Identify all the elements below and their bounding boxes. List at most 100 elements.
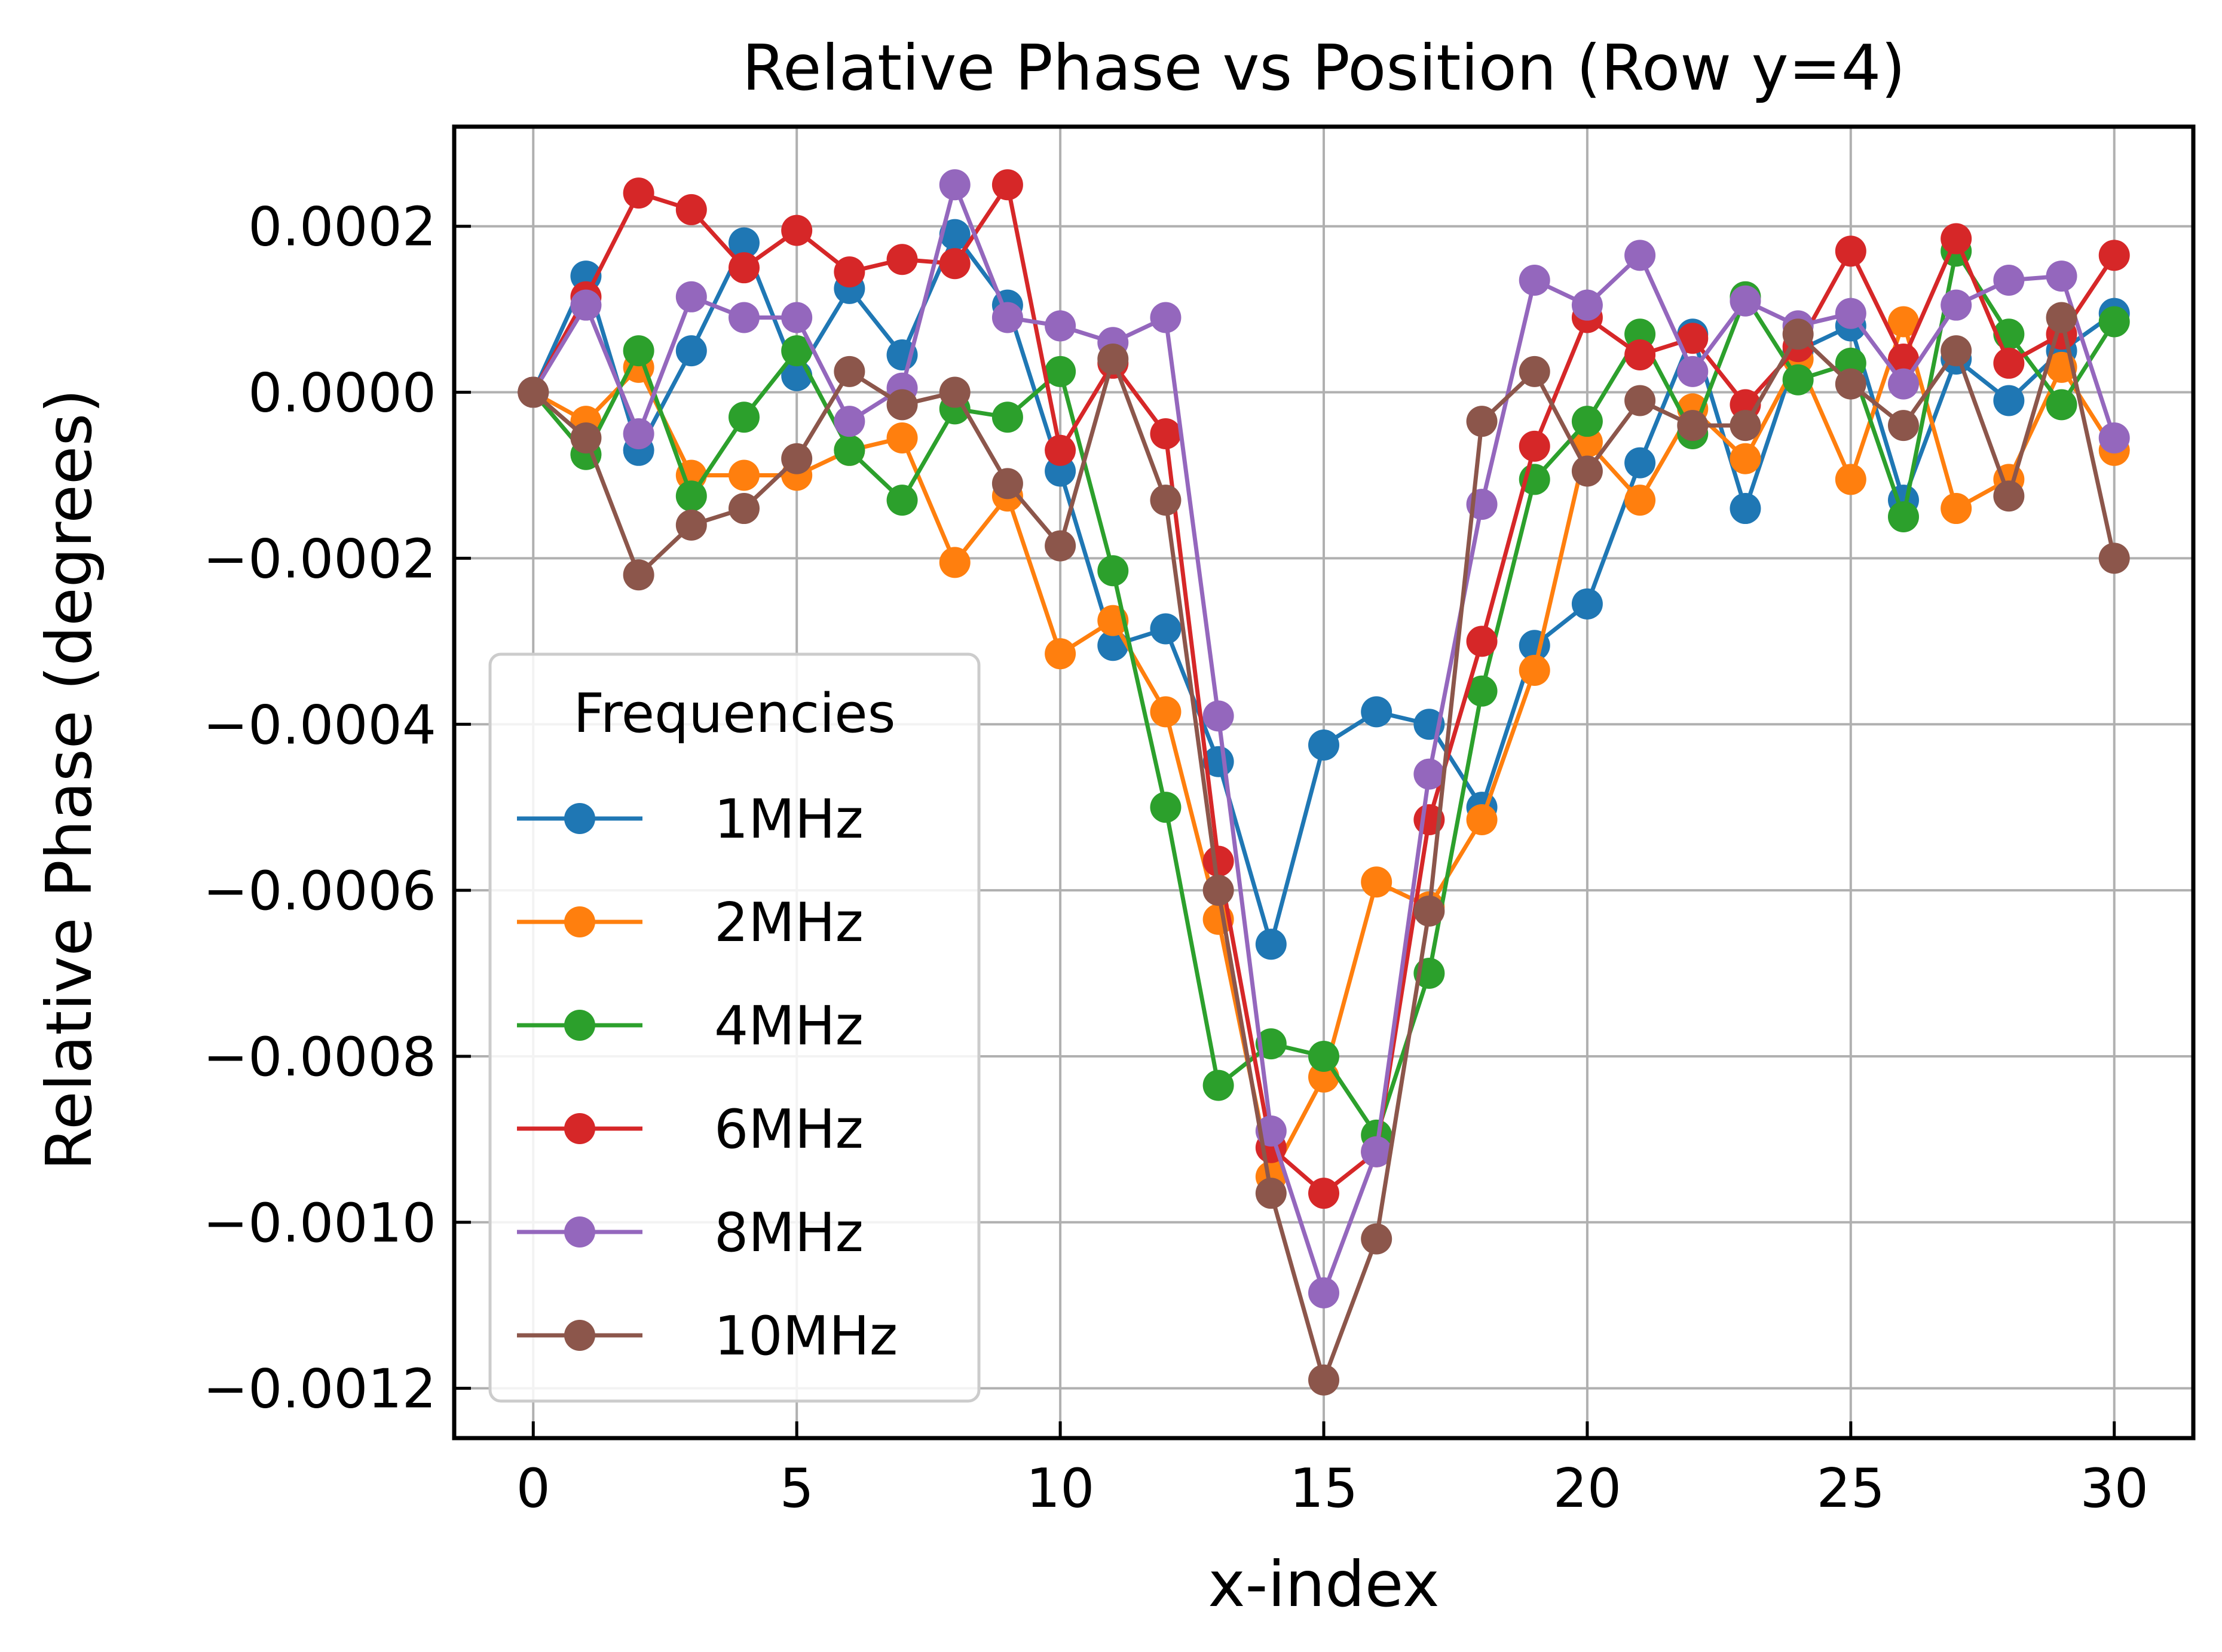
data-point [1941, 493, 1972, 525]
legend-label: 4MHz [714, 995, 864, 1058]
data-point [623, 177, 654, 209]
data-point [1835, 298, 1866, 329]
data-point [675, 480, 707, 512]
legend-marker [564, 906, 595, 937]
legend-item: 2MHz [517, 891, 864, 954]
axis-ticks: 0 5 10 15 20 25 30 0.0002 0.0000 −0.0002 −0.0004 −0… [203, 196, 2148, 1520]
data-point [729, 302, 760, 333]
data-point [1730, 285, 1761, 317]
data-point [2046, 389, 2077, 421]
data-point [1097, 555, 1129, 587]
data-point [991, 401, 1023, 433]
x-tick-label: 5 [780, 1457, 814, 1520]
y-tick-label: 0.0000 [248, 362, 436, 425]
data-point [1150, 485, 1182, 516]
data-point [729, 227, 760, 259]
data-point [1624, 339, 1656, 371]
data-point [1782, 364, 1814, 396]
legend-label: 10MHz [714, 1305, 898, 1368]
y-tick-label: −0.0006 [203, 860, 436, 922]
data-point [1255, 1028, 1287, 1060]
data-point [1308, 1364, 1339, 1396]
data-point [1466, 675, 1498, 707]
data-point [2098, 543, 2130, 574]
series-10MHz [518, 302, 2130, 1396]
data-point [886, 422, 918, 453]
x-tick-label: 30 [2080, 1457, 2148, 1520]
data-point [675, 335, 707, 367]
legend-box [488, 652, 981, 1403]
legend-item: 6MHz [517, 1098, 864, 1161]
data-point [1624, 385, 1656, 416]
data-point [1677, 355, 1709, 387]
data-point [1308, 1277, 1339, 1308]
x-tick-label: 10 [1026, 1457, 1095, 1520]
data-point [2098, 306, 2130, 338]
legend-marker [564, 1010, 595, 1041]
data-point [939, 376, 971, 408]
legend-label: 6MHz [714, 1098, 864, 1161]
data-point [1045, 638, 1076, 670]
data-point [1361, 866, 1392, 898]
data-point [1150, 792, 1182, 823]
legend-marker [564, 1113, 595, 1144]
y-tick-label: −0.0012 [203, 1358, 436, 1421]
data-point [1519, 355, 1550, 387]
data-point [1519, 430, 1550, 462]
data-point [570, 422, 602, 453]
data-point [1150, 613, 1182, 645]
data-point [729, 459, 760, 491]
data-point [939, 169, 971, 201]
data-point [991, 169, 1023, 201]
data-point [1202, 700, 1234, 732]
data-point [939, 547, 971, 578]
data-point [1045, 530, 1076, 562]
data-point [1361, 696, 1392, 728]
data-point [1202, 875, 1234, 906]
data-point [675, 509, 707, 541]
data-point [1624, 240, 1656, 271]
y-tick-label: −0.0002 [203, 528, 436, 590]
data-point [1835, 368, 1866, 400]
data-point [781, 443, 813, 474]
data-point [1097, 343, 1129, 375]
data-point [1571, 588, 1603, 620]
legend-marker [564, 803, 595, 834]
data-point [1571, 455, 1603, 487]
data-point [1202, 1069, 1234, 1101]
data-point [781, 214, 813, 246]
data-point [1466, 804, 1498, 836]
data-point [1782, 318, 1814, 350]
data-point [518, 376, 549, 408]
data-point [1677, 410, 1709, 442]
data-point [1730, 410, 1761, 442]
data-point [729, 401, 760, 433]
data-point [1624, 447, 1656, 479]
data-point [834, 355, 865, 387]
data-point [1308, 1040, 1339, 1072]
data-point [2098, 240, 2130, 271]
y-axis-label: Relative Phase (degrees) [33, 389, 106, 1170]
data-point [1888, 343, 1919, 375]
data-point [1466, 626, 1498, 657]
data-point [834, 256, 865, 288]
data-point [834, 434, 865, 466]
x-tick-label: 20 [1553, 1457, 1622, 1520]
data-point [623, 559, 654, 591]
data-point [1993, 347, 2025, 379]
data-point [1571, 406, 1603, 437]
data-point [1519, 265, 1550, 296]
legend-label: 2MHz [714, 891, 864, 954]
data-point [1624, 485, 1656, 516]
data-point [886, 389, 918, 421]
legend-item: 8MHz [517, 1202, 864, 1264]
data-point [1045, 310, 1076, 342]
data-point [1361, 1136, 1392, 1167]
x-tick-label: 0 [516, 1457, 550, 1520]
data-point [1993, 265, 2025, 296]
y-tick-label: 0.0002 [248, 196, 436, 259]
data-point [1993, 480, 2025, 512]
data-point [1255, 1178, 1287, 1209]
data-point [623, 418, 654, 450]
